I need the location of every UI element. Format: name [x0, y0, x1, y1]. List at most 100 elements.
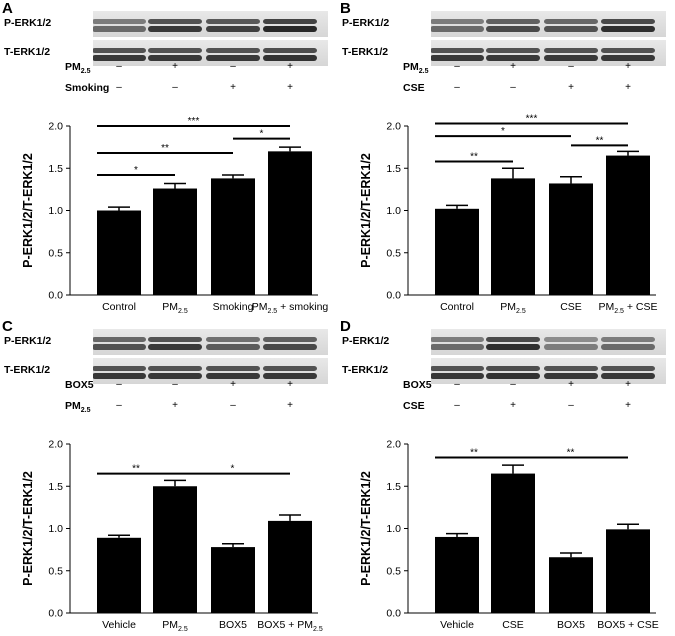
- bar: [153, 188, 197, 295]
- western-blot-strip: [431, 40, 666, 66]
- treatment-label: PM2.5: [403, 61, 429, 76]
- treatment-mark: –: [116, 400, 122, 411]
- treatment-mark: +: [230, 379, 236, 390]
- treatment-mark: +: [625, 379, 631, 390]
- bar: [211, 547, 255, 613]
- treatment-label-subscript: 2.5: [80, 407, 91, 415]
- blot-band: [544, 26, 598, 32]
- blot-band: [148, 337, 202, 342]
- x-category-label: PM2.5: [500, 301, 526, 315]
- y-tick-label: 0.0: [386, 290, 401, 302]
- blot-band: [601, 19, 655, 24]
- bar: [435, 208, 479, 295]
- treatment-mark: –: [116, 61, 122, 72]
- blot-label: P-ERK1/2: [4, 17, 52, 29]
- bar: [491, 473, 535, 613]
- treatment-mark: –: [116, 379, 122, 390]
- treatment-mark: –: [454, 400, 460, 411]
- panel-letter: A: [2, 0, 13, 17]
- blot-band: [206, 366, 260, 371]
- x-category-label: CSE: [502, 619, 524, 631]
- x-category-label: BOX5 + CSE: [597, 619, 659, 631]
- y-tick-label: 0.0: [48, 290, 63, 302]
- panel-b: B P-ERK1/2 T-ERK1/2 PM2.5 – + – + CSE – – + +0.0 0.5 1…: [338, 0, 675, 318]
- blot-band: [544, 344, 598, 350]
- y-tick-label: 1.5: [48, 163, 63, 175]
- western-blot-strip: [431, 11, 666, 37]
- panel-a: A P-ERK1/2 T-ERK1/2 PM2.5– + – + Smoking – – + +0.0…: [0, 0, 337, 318]
- blot-band: [206, 344, 260, 350]
- blot-band: [93, 344, 146, 350]
- blot-band: [93, 366, 146, 371]
- significance-label: *: [501, 126, 505, 137]
- y-tick-label: 2.0: [48, 121, 63, 133]
- y-tick-label: 0.5: [386, 565, 401, 577]
- blot-band: [431, 344, 484, 350]
- treatment-mark: –: [510, 379, 516, 390]
- treatment-label: CSE: [403, 400, 425, 412]
- treatment-label: CSE: [403, 82, 425, 94]
- blot-band: [431, 19, 484, 24]
- treatment-mark: +: [625, 82, 631, 93]
- blot-label: T-ERK1/2: [4, 364, 51, 376]
- y-axis-label: P-ERK1/2/T-ERK1/2: [21, 471, 35, 586]
- bar: [491, 178, 535, 295]
- blot-band: [148, 55, 202, 61]
- x-category-label: PM2.5: [162, 301, 188, 315]
- bar-chart: 0.0 0.5 1.0 1.5 2.0 P-ERK1/2/T-ERK1/2 Vehicle C…: [359, 439, 659, 632]
- bar-chart: 0.0 0.5 1.0 1.5 2.0 P-ERK1/2/T-ERK1/2 Control P…: [21, 116, 329, 315]
- treatment-mark: –: [454, 61, 460, 72]
- bar: [97, 210, 141, 295]
- panel-letter: C: [2, 318, 13, 335]
- treatment-mark: –: [510, 82, 516, 93]
- blot-band: [544, 55, 598, 61]
- y-tick-label: 2.0: [386, 439, 401, 451]
- panel-d: D P-ERK1/2 T-ERK1/2 BOX5 – – + + CSE – + – +0.0 0.5 1.…: [338, 318, 675, 636]
- bar: [211, 178, 255, 295]
- y-tick-label: 0.5: [48, 565, 63, 577]
- y-tick-label: 1.5: [386, 163, 401, 175]
- y-tick-label: 0.5: [48, 247, 63, 259]
- blot-band: [263, 19, 317, 24]
- blot-band: [601, 373, 655, 379]
- blot-band: [486, 26, 540, 32]
- x-category-label: Vehicle: [440, 619, 474, 631]
- x-category-label: BOX5 + PM2.5: [257, 619, 323, 633]
- treatment-label-subscript: 2.5: [418, 68, 429, 76]
- bar: [606, 529, 650, 613]
- western-blot-strip: [93, 329, 328, 355]
- y-tick-label: 0.5: [386, 247, 401, 259]
- blot-label: T-ERK1/2: [4, 46, 51, 58]
- blot-band: [206, 337, 260, 342]
- significance-label: ***: [526, 113, 538, 124]
- blot-band: [486, 366, 540, 371]
- blot-band: [263, 344, 317, 350]
- x-category-label: Smoking: [213, 301, 254, 313]
- bar: [97, 537, 141, 613]
- significance-label: **: [470, 448, 478, 459]
- blot-band: [601, 344, 655, 350]
- blot-band: [206, 19, 260, 24]
- y-tick-label: 1.0: [48, 523, 63, 535]
- treatment-mark: +: [287, 379, 293, 390]
- treatment-label: BOX5: [65, 379, 94, 391]
- blot-band: [93, 337, 146, 342]
- y-tick-label: 0.0: [48, 608, 63, 620]
- blot-band: [263, 337, 317, 342]
- bar: [268, 520, 312, 613]
- x-category-label: Control: [440, 301, 474, 313]
- blot-band: [544, 19, 598, 24]
- bar: [549, 183, 593, 295]
- y-tick-label: 1.0: [48, 205, 63, 217]
- blot-band: [263, 373, 317, 379]
- blot-band: [93, 55, 146, 61]
- blot-band: [431, 373, 484, 379]
- y-tick-label: 2.0: [386, 121, 401, 133]
- x-category-label: PM2.5 + smoking: [252, 301, 329, 315]
- blot-band: [431, 26, 484, 32]
- blot-band: [148, 19, 202, 24]
- treatment-mark: –: [172, 379, 178, 390]
- significance-label: **: [132, 464, 140, 475]
- blot-band: [93, 19, 146, 24]
- blot-band: [431, 55, 484, 61]
